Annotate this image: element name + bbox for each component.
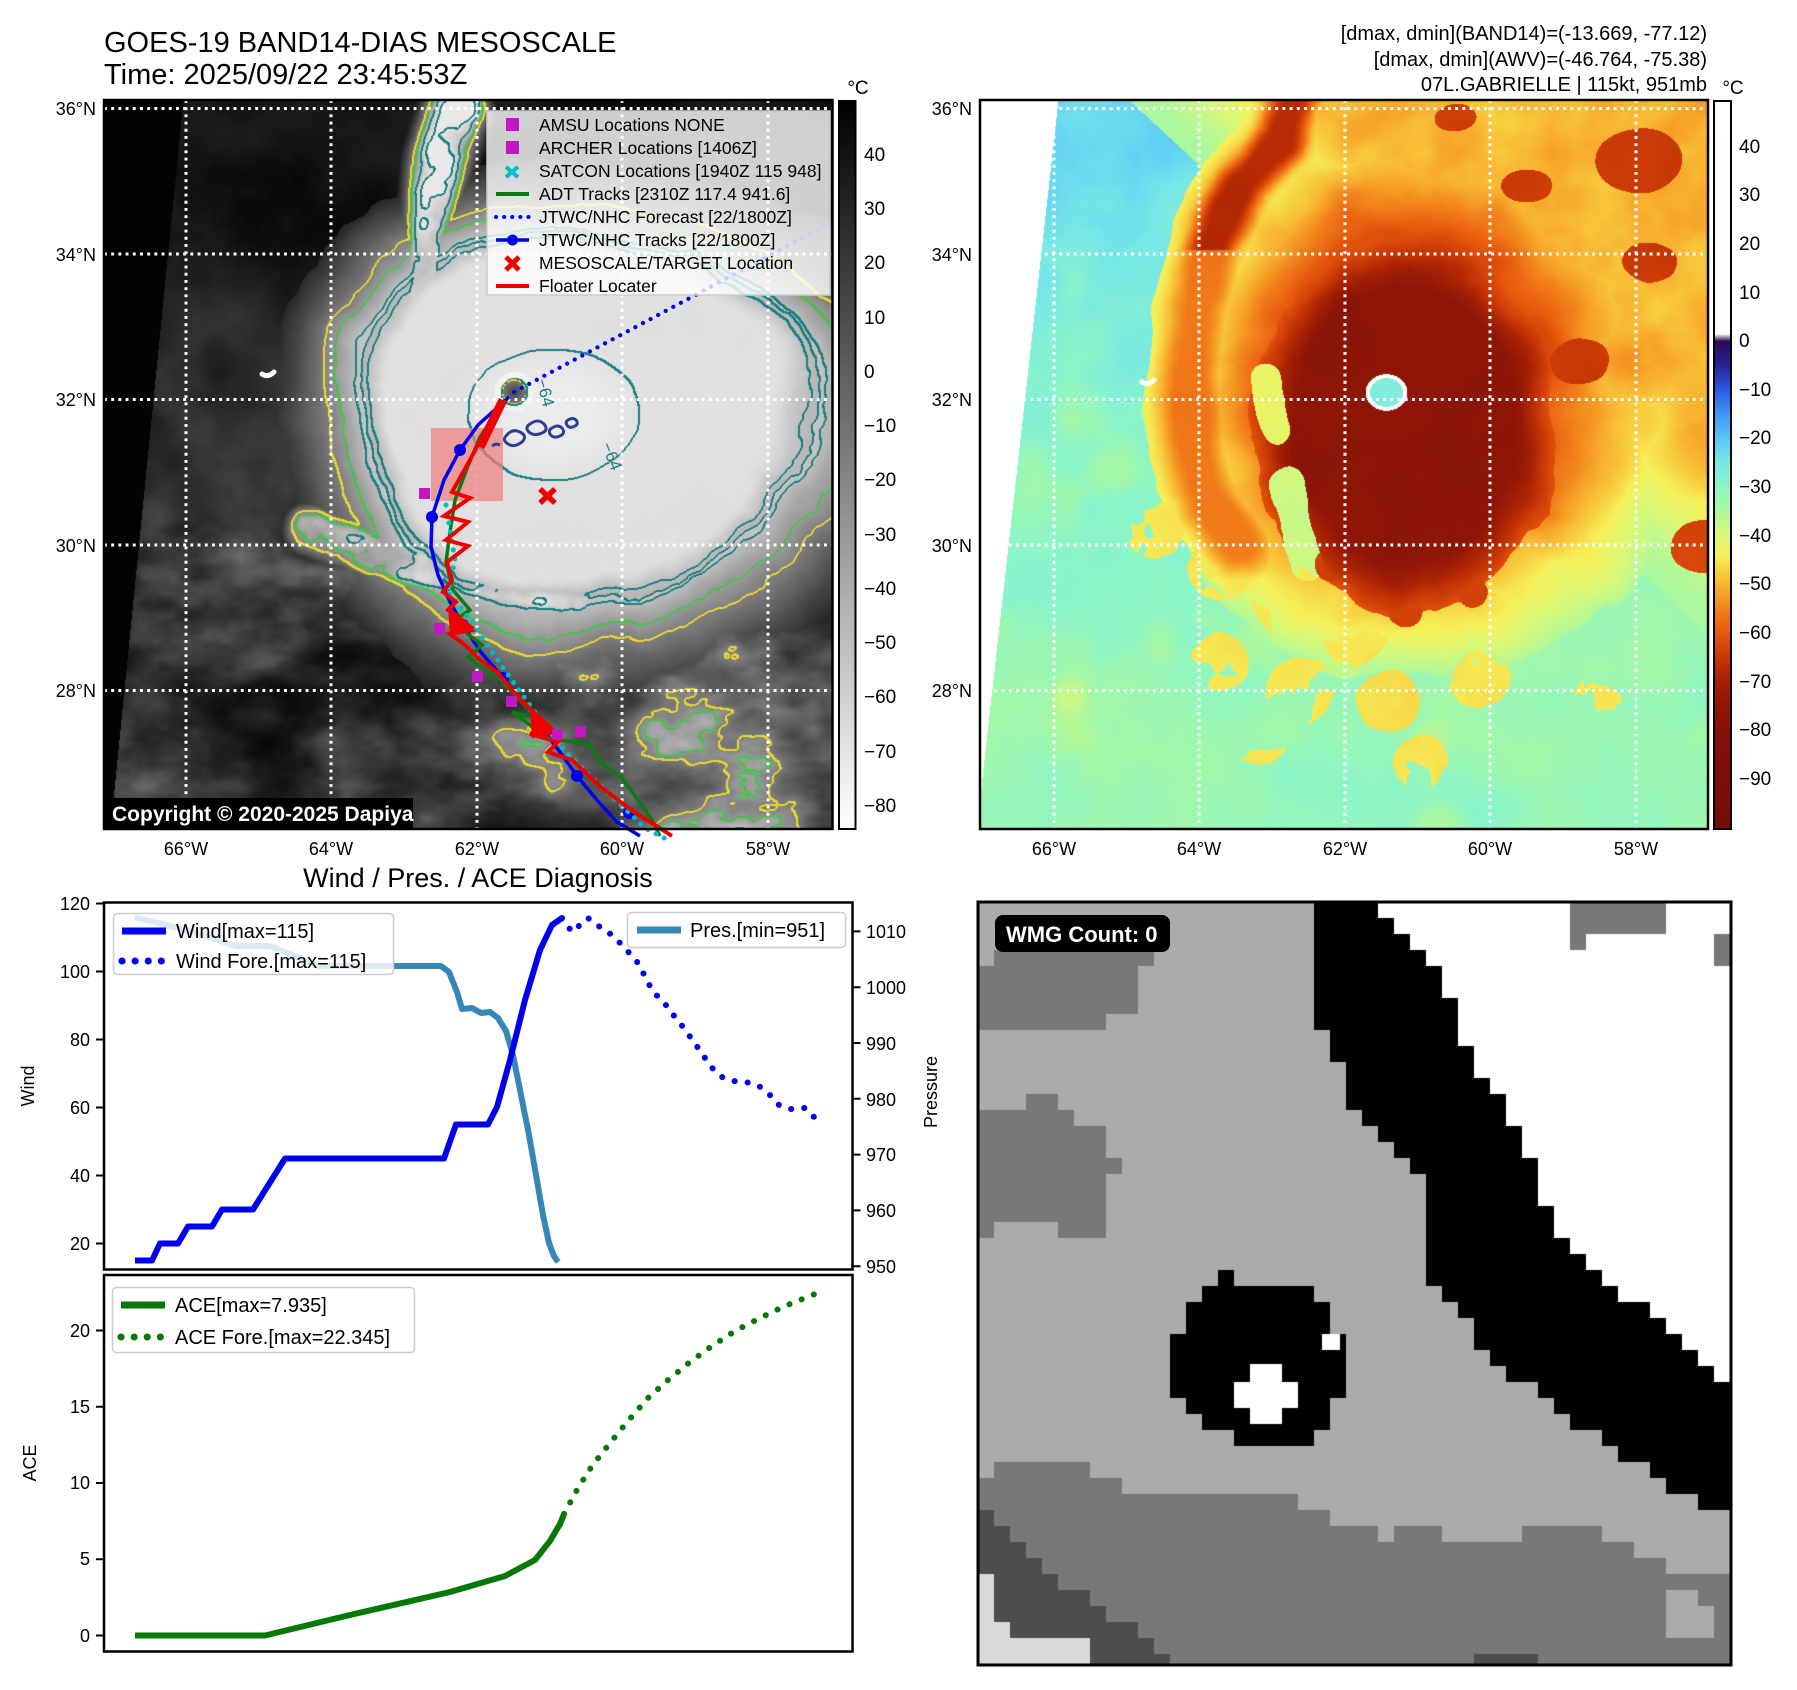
- svg-text:62°W: 62°W: [1323, 839, 1367, 859]
- svg-text:−50: −50: [1739, 574, 1771, 595]
- svg-text:SATCON Locations [1940Z 115 94: SATCON Locations [1940Z 115 948]: [539, 161, 821, 181]
- svg-text:15: 15: [70, 1397, 90, 1417]
- svg-text:970: 970: [866, 1145, 896, 1165]
- svg-text:0: 0: [1739, 331, 1750, 352]
- svg-text:0: 0: [80, 1626, 90, 1646]
- svg-text:950: 950: [866, 1257, 896, 1277]
- svg-text:Wind: Wind: [18, 1065, 38, 1106]
- svg-text:980: 980: [866, 1090, 896, 1110]
- svg-text:Wind Fore.[max=115]: Wind Fore.[max=115]: [176, 951, 366, 973]
- svg-text:80: 80: [70, 1030, 90, 1050]
- svg-text:[dmax, dmin](AWV)=(-46.764, -7: [dmax, dmin](AWV)=(-46.764, -75.38): [1374, 49, 1707, 71]
- svg-text:20: 20: [1739, 234, 1760, 255]
- svg-text:100: 100: [60, 962, 90, 982]
- svg-text:°C: °C: [847, 78, 868, 99]
- svg-text:−80: −80: [864, 796, 896, 817]
- svg-text:40: 40: [864, 145, 885, 166]
- svg-text:−40: −40: [1739, 526, 1771, 547]
- svg-text:32°N: 32°N: [932, 390, 972, 410]
- svg-text:ACE[max=7.935]: ACE[max=7.935]: [175, 1295, 327, 1317]
- svg-text:−30: −30: [1739, 477, 1771, 498]
- svg-text:120: 120: [60, 894, 90, 914]
- svg-text:−64: −64: [532, 376, 558, 409]
- svg-text:30°N: 30°N: [56, 536, 96, 556]
- svg-text:07L.GABRIELLE | 115kt, 951mb: 07L.GABRIELLE | 115kt, 951mb: [1421, 74, 1707, 96]
- svg-text:−30: −30: [864, 525, 896, 546]
- svg-text:66°W: 66°W: [1032, 839, 1076, 859]
- svg-text:30: 30: [1739, 185, 1760, 206]
- svg-text:20: 20: [70, 1321, 90, 1341]
- svg-text:1010: 1010: [866, 922, 906, 942]
- svg-text:WMG Count: 0: WMG Count: 0: [1006, 922, 1158, 947]
- svg-text:0: 0: [864, 362, 875, 383]
- svg-text:MESOSCALE/TARGET Location: MESOSCALE/TARGET Location: [539, 253, 793, 273]
- svg-text:960: 960: [866, 1201, 896, 1221]
- svg-text:28°N: 28°N: [932, 681, 972, 701]
- svg-text:64°W: 64°W: [1177, 839, 1221, 859]
- svg-text:GOES-19 BAND14-DIAS MESOSCALE: GOES-19 BAND14-DIAS MESOSCALE: [104, 27, 617, 59]
- svg-text:58°W: 58°W: [746, 839, 790, 859]
- svg-text:−70: −70: [1739, 672, 1771, 693]
- svg-text:32°N: 32°N: [56, 390, 96, 410]
- svg-text:30: 30: [864, 199, 885, 220]
- svg-text:−20: −20: [864, 470, 896, 491]
- svg-text:Copyright © 2020-2025 Dapiya: Copyright © 2020-2025 Dapiya: [112, 803, 414, 826]
- svg-text:5: 5: [80, 1549, 90, 1569]
- svg-text:990: 990: [866, 1034, 896, 1054]
- svg-text:34°N: 34°N: [932, 245, 972, 265]
- svg-text:10: 10: [70, 1473, 90, 1493]
- svg-text:34°N: 34°N: [56, 245, 96, 265]
- svg-text:60°W: 60°W: [600, 839, 644, 859]
- svg-text:60: 60: [70, 1098, 90, 1118]
- svg-text:36°N: 36°N: [932, 99, 972, 119]
- svg-text:−10: −10: [864, 416, 896, 437]
- svg-text:36°N: 36°N: [56, 99, 96, 119]
- svg-text:°C: °C: [1722, 78, 1743, 99]
- svg-text:−60: −60: [1739, 623, 1771, 644]
- svg-text:64°W: 64°W: [309, 839, 353, 859]
- svg-text:30°N: 30°N: [932, 536, 972, 556]
- svg-text:ACE Fore.[max=22.345]: ACE Fore.[max=22.345]: [175, 1327, 390, 1349]
- svg-text:60°W: 60°W: [1468, 839, 1512, 859]
- svg-text:58°W: 58°W: [1614, 839, 1658, 859]
- svg-text:Pres.[min=951]: Pres.[min=951]: [690, 920, 825, 942]
- svg-text:−50: −50: [864, 633, 896, 654]
- svg-text:10: 10: [864, 308, 885, 329]
- svg-text:−90: −90: [1739, 769, 1771, 790]
- svg-text:Wind[max=115]: Wind[max=115]: [176, 921, 314, 943]
- svg-text:62°W: 62°W: [455, 839, 499, 859]
- svg-text:40: 40: [70, 1166, 90, 1186]
- svg-text:−80: −80: [1739, 720, 1771, 741]
- svg-text:Pressure: Pressure: [921, 1056, 941, 1128]
- svg-text:−20: −20: [1739, 428, 1771, 449]
- svg-text:AMSU Locations NONE: AMSU Locations NONE: [539, 115, 725, 135]
- svg-text:Floater Locater: Floater Locater: [539, 276, 657, 296]
- svg-text:[dmax, dmin](BAND14)=(-13.669,: [dmax, dmin](BAND14)=(-13.669, -77.12): [1341, 23, 1707, 45]
- svg-text:−40: −40: [864, 579, 896, 600]
- svg-text:JTWC/NHC Tracks [22/1800Z]: JTWC/NHC Tracks [22/1800Z]: [539, 230, 775, 250]
- svg-text:1000: 1000: [866, 978, 906, 998]
- svg-text:−60: −60: [864, 687, 896, 708]
- svg-text:−10: −10: [1739, 380, 1771, 401]
- svg-text:20: 20: [70, 1234, 90, 1254]
- svg-text:40: 40: [1739, 137, 1760, 158]
- svg-text:−70: −70: [864, 742, 896, 763]
- svg-text:ADT Tracks [2310Z 117.4 941.6]: ADT Tracks [2310Z 117.4 941.6]: [539, 184, 790, 204]
- svg-text:JTWC/NHC Forecast [22/1800Z]: JTWC/NHC Forecast [22/1800Z]: [539, 207, 792, 227]
- svg-text:Time: 2025/09/22 23:45:53Z: Time: 2025/09/22 23:45:53Z: [104, 59, 467, 91]
- svg-text:66°W: 66°W: [164, 839, 208, 859]
- svg-text:28°N: 28°N: [56, 681, 96, 701]
- svg-text:Wind / Pres. / ACE Diagnosis: Wind / Pres. / ACE Diagnosis: [303, 863, 653, 893]
- svg-text:ARCHER Locations [1406Z]: ARCHER Locations [1406Z]: [539, 138, 757, 158]
- svg-text:20: 20: [864, 253, 885, 274]
- svg-text:ACE: ACE: [20, 1444, 40, 1481]
- svg-text:10: 10: [1739, 283, 1760, 304]
